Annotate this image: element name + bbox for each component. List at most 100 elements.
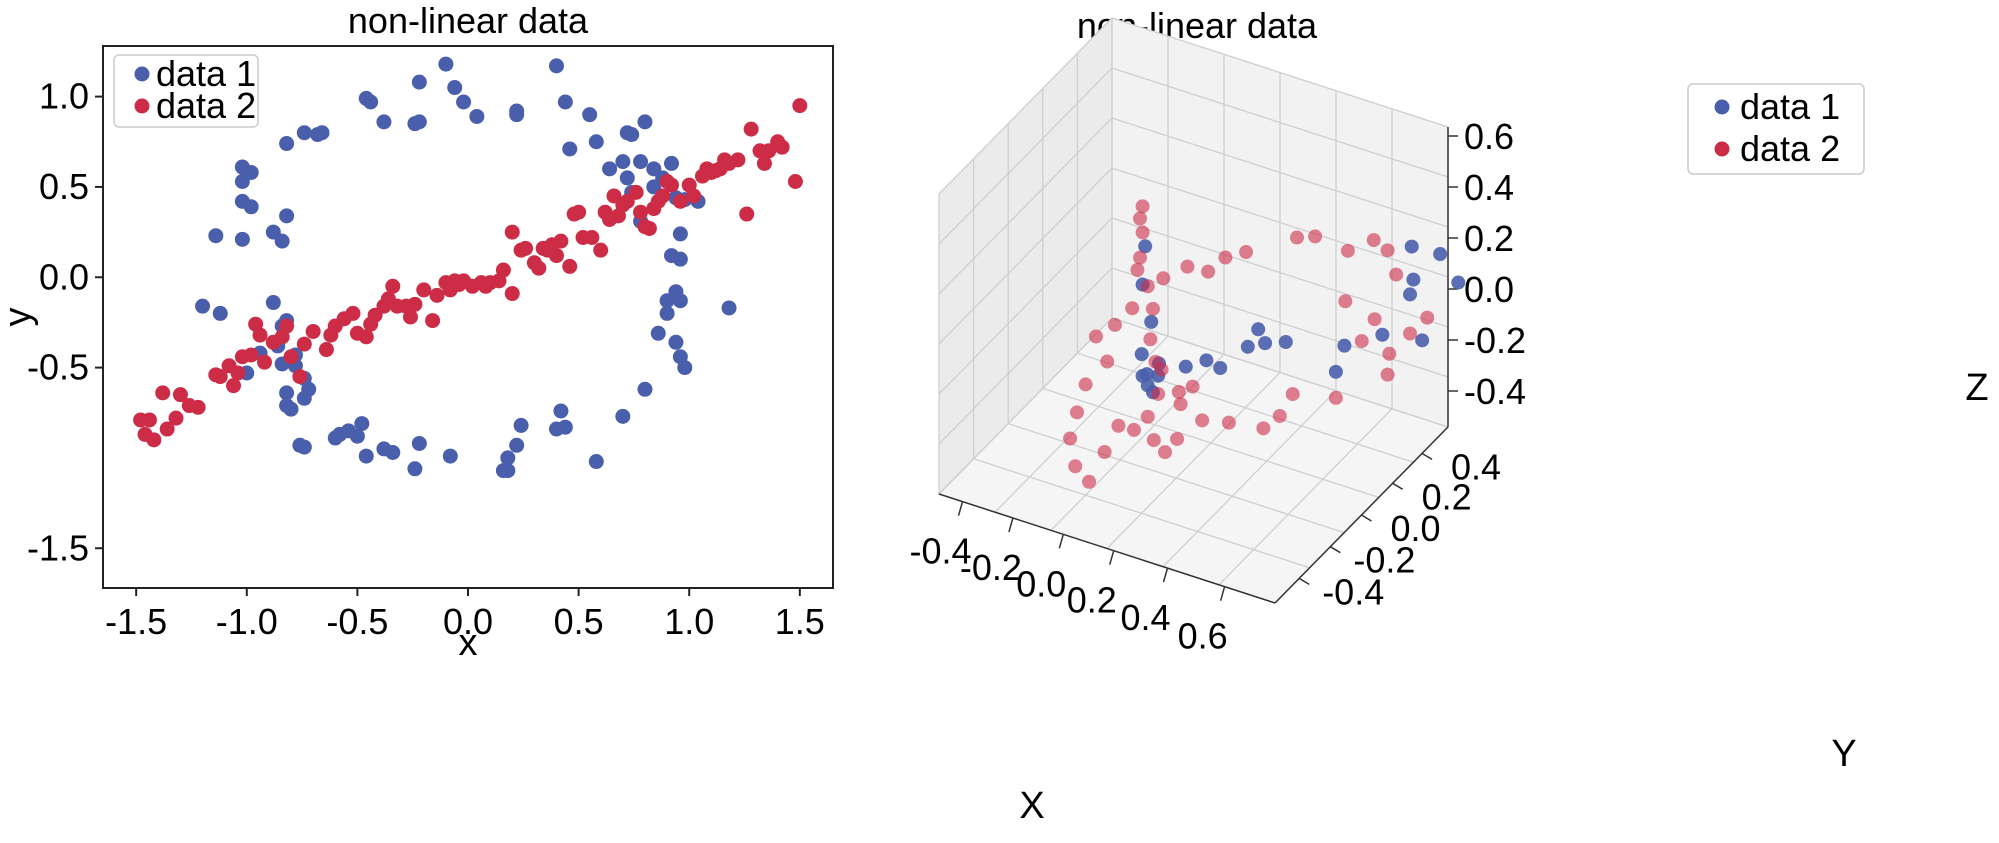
data-point-2 <box>686 188 702 204</box>
data-point-1 <box>557 94 573 110</box>
z-tick-label-3d: -0.2 <box>1464 320 1526 361</box>
data-point-3d-2 <box>1170 431 1185 446</box>
data-point-3d-2 <box>1382 346 1397 361</box>
data-point-1 <box>456 94 472 110</box>
data-point-1 <box>327 430 343 446</box>
data-point-1 <box>349 428 365 444</box>
data-point-2 <box>495 262 511 278</box>
data-point-1 <box>548 421 564 437</box>
x-tick-label-3d: 0.0 <box>1016 563 1066 604</box>
data-point-3d-2 <box>1256 421 1271 436</box>
grid-line-z <box>938 217 1449 395</box>
data-point-2 <box>504 224 520 240</box>
data-point-2 <box>571 204 587 220</box>
x-tick-label: 1.0 <box>664 601 714 642</box>
data-point-3d-2 <box>1107 317 1122 332</box>
data-point-3d-2 <box>1133 211 1148 226</box>
data-point-2 <box>230 365 246 381</box>
data-point-2 <box>628 184 644 200</box>
x-tick-label-3d: -0.4 <box>909 531 971 572</box>
data-point-2 <box>305 323 321 339</box>
data-point-2 <box>792 98 808 114</box>
data-point-1 <box>411 74 427 90</box>
x-tick-label-3d: 0.4 <box>1120 597 1170 638</box>
grid-line-z <box>938 267 1449 445</box>
data-point-3d-1 <box>1139 367 1154 382</box>
data-point-3d-2 <box>1154 362 1169 377</box>
data-point-2 <box>252 327 268 343</box>
data-point-1 <box>314 125 330 141</box>
legend-label-3d-1: data 1 <box>1740 86 1840 127</box>
data-point-2 <box>584 230 600 246</box>
data-point-2 <box>226 378 242 394</box>
x-tick-mark-3d <box>1219 586 1226 601</box>
data-point-3d-2 <box>1328 390 1343 405</box>
z-tick-label-3d: 0.2 <box>1464 218 1514 259</box>
data-point-1 <box>234 231 250 247</box>
data-point-3d-1 <box>1404 239 1419 254</box>
data-point-1 <box>274 233 290 249</box>
x-tick-mark-3d <box>1008 517 1014 533</box>
data-point-3d-1 <box>1178 359 1193 374</box>
data-point-1 <box>637 114 653 130</box>
data-point-3d-1 <box>1258 336 1273 351</box>
data-point-1 <box>354 416 370 432</box>
data-point-2 <box>296 336 312 352</box>
data-point-3d-1 <box>1199 353 1214 368</box>
data-point-2 <box>672 193 688 209</box>
y-tick-label-3d: 0.0 <box>1390 508 1440 549</box>
data-point-1 <box>358 448 374 464</box>
data-point-2 <box>518 240 534 256</box>
data-point-3d-2 <box>1367 312 1382 327</box>
x-tick-label-3d: 0.6 <box>1178 616 1228 657</box>
data-point-3d-2 <box>1173 397 1188 412</box>
data-point-3d-2 <box>1380 367 1395 382</box>
data-point-3d-2 <box>1180 259 1195 274</box>
data-point-3d-2 <box>1272 408 1287 423</box>
data-point-2 <box>655 188 671 204</box>
data-point-1 <box>637 381 653 397</box>
data-point-2 <box>155 385 171 401</box>
data-point-3d-2 <box>1221 415 1236 430</box>
data-point-3d-2 <box>1403 326 1418 341</box>
data-point-1 <box>659 293 675 309</box>
y-tick-label-3d: 0.4 <box>1451 446 1501 487</box>
data-point-2 <box>787 174 803 189</box>
x-axis-line <box>938 493 1276 604</box>
data-point-2 <box>146 432 162 448</box>
data-point-1 <box>615 154 631 170</box>
data-point-3d-2 <box>1158 445 1173 460</box>
data-point-2 <box>774 139 790 155</box>
data-point-3d-2 <box>1340 243 1355 258</box>
y-tick-label-3d: -0.2 <box>1353 540 1415 581</box>
data-point-1 <box>562 141 578 157</box>
data-point-1 <box>438 56 454 72</box>
data-point-1 <box>195 298 211 314</box>
data-point-2 <box>553 233 569 249</box>
data-point-1 <box>296 390 312 406</box>
data-point-2 <box>141 412 157 428</box>
data-point-1 <box>363 94 379 110</box>
data-point-1 <box>279 136 295 152</box>
y-tick-label: 1.0 <box>39 76 89 117</box>
data-point-3d-2 <box>1146 433 1161 448</box>
data-point-3d-2 <box>1063 431 1078 446</box>
data-point-1 <box>509 437 525 453</box>
data-point-1 <box>588 134 604 150</box>
data-point-2 <box>243 347 259 363</box>
data-point-2 <box>345 305 361 321</box>
data-point-2 <box>743 121 759 137</box>
data-point-1 <box>495 463 511 479</box>
legend-marker-2 <box>134 98 150 114</box>
data-point-3d-2 <box>1151 386 1166 401</box>
data-point-1 <box>664 248 680 264</box>
data-point-3d-2 <box>1145 301 1160 316</box>
data-point-1 <box>721 300 737 316</box>
data-point-1 <box>411 114 427 130</box>
data-point-2 <box>292 369 308 385</box>
data-point-1 <box>633 154 649 170</box>
data-point-1 <box>513 417 529 433</box>
data-point-2 <box>429 287 445 303</box>
data-point-3d-1 <box>1278 334 1293 349</box>
